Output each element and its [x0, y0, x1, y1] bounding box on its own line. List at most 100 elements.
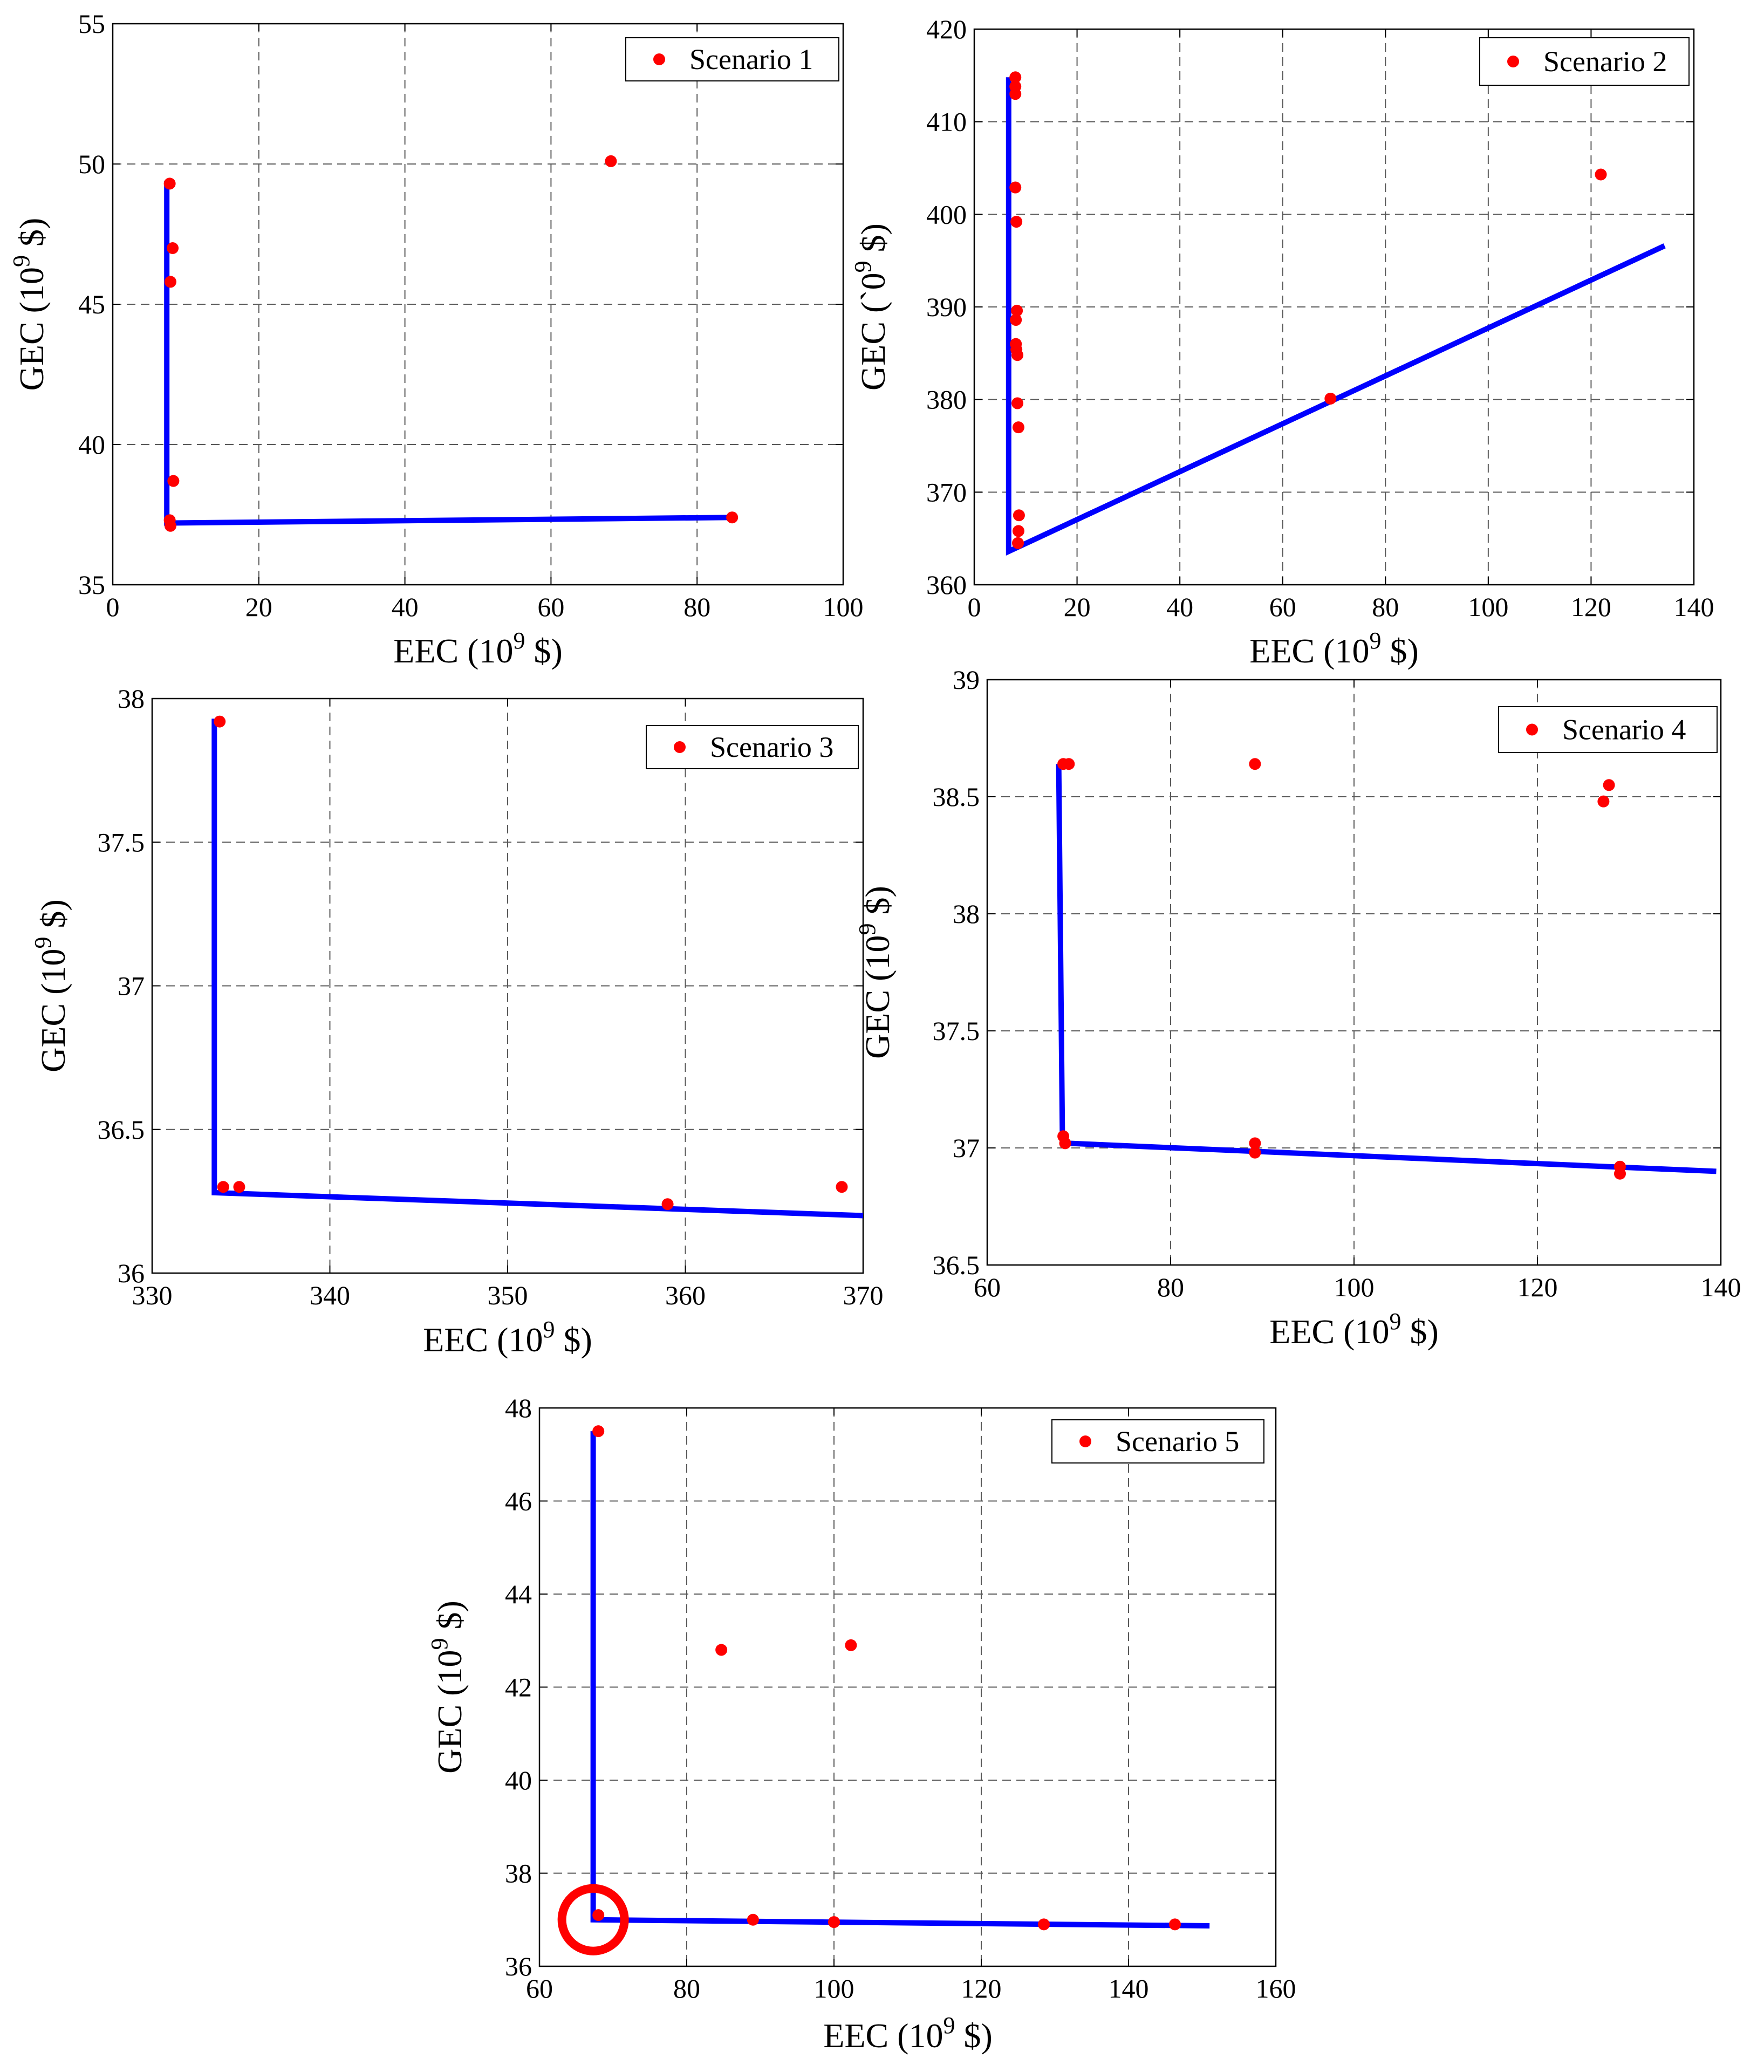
y-tick-label: 37.5	[98, 827, 145, 857]
x-tick-label: 350	[488, 1280, 528, 1310]
data-point	[715, 1644, 728, 1656]
data-point	[1013, 509, 1025, 522]
y-tick-label: 48	[505, 1393, 532, 1423]
y-axis-label-exponent: 9	[850, 261, 876, 272]
y-axis-label-base: GEC (10	[858, 935, 897, 1059]
x-tick-label: 80	[683, 592, 710, 622]
x-axis-label-base: EEC (10	[823, 2016, 943, 2055]
data-point	[1038, 1918, 1050, 1931]
data-point	[1168, 1918, 1181, 1931]
x-tick-label: 0	[968, 592, 981, 622]
data-point	[217, 1181, 229, 1193]
y-tick-label: 37	[118, 971, 145, 1001]
x-axis-label-base: EEC (10	[1269, 1312, 1389, 1351]
data-point	[1063, 758, 1075, 770]
data-point	[726, 511, 739, 524]
y-tick-label: 370	[926, 477, 967, 507]
data-point	[1009, 71, 1022, 84]
x-tick-label: 120	[961, 1973, 1002, 2003]
pareto-line	[590, 1431, 1210, 1929]
x-tick-label: 140	[1109, 1973, 1149, 2003]
legend-marker	[1079, 1435, 1091, 1447]
y-axis-label-unit: $)	[430, 1601, 469, 1638]
legend: Scenario 1	[625, 37, 839, 81]
data-point	[1249, 1137, 1261, 1150]
data-point	[1011, 349, 1024, 361]
data-point	[163, 177, 176, 190]
x-tick-label: 120	[1517, 1272, 1558, 1302]
legend-box	[625, 37, 839, 81]
chart-s2: 0 20 40 60 80 100 120 140 360 370 380 390 400 410 420 E…	[850, 14, 1714, 670]
data-point	[167, 242, 179, 254]
x-axis-label-exponent: 9	[943, 2012, 955, 2039]
x-axis-label-base: EEC (10	[423, 1321, 543, 1359]
legend-marker	[1507, 56, 1519, 67]
y-tick-label: 360	[926, 570, 967, 600]
legend-label: Scenario 1	[689, 43, 813, 76]
x-tick-label: 40	[392, 592, 419, 622]
x-axis-label-base: EEC (10	[1249, 632, 1369, 670]
y-tick-label: 40	[78, 429, 105, 460]
x-tick-label: 80	[1157, 1272, 1184, 1302]
x-tick-label: 100	[823, 592, 864, 622]
x-tick-label: 60	[974, 1272, 1001, 1302]
data-point	[233, 1181, 245, 1193]
data-point	[1249, 1146, 1261, 1159]
data-point	[1249, 758, 1261, 770]
y-axis-label-unit: $)	[858, 886, 897, 923]
x-axis-label-unit: $)	[955, 2016, 992, 2055]
data-point	[605, 155, 617, 167]
x-axis-label-unit: $)	[1401, 1312, 1438, 1351]
x-tick-label: 60	[1269, 592, 1296, 622]
y-tick-label: 380	[926, 385, 967, 415]
x-axis-label: EEC (109 $)	[1249, 627, 1419, 670]
data-point	[592, 1425, 605, 1438]
x-tick-label: 100	[1468, 592, 1508, 622]
data-point	[1009, 181, 1022, 194]
y-axis-label-unit: $)	[854, 223, 892, 261]
x-axis-label-unit: $)	[1381, 632, 1418, 670]
x-axis-label-exponent: 9	[1369, 627, 1381, 654]
y-tick-label: 45	[78, 289, 105, 319]
x-axis-label-base: EEC (10	[393, 632, 513, 670]
x-tick-label: 40	[1166, 592, 1193, 622]
y-axis-label-base: GEC (10	[34, 949, 72, 1072]
y-axis-label-base: GEC (10	[12, 267, 51, 391]
data-point	[836, 1181, 848, 1193]
y-axis-label-unit: $)	[34, 899, 72, 936]
y-tick-label: 38	[118, 683, 145, 714]
data-point	[1009, 88, 1022, 100]
x-tick-label: 60	[537, 592, 564, 622]
y-tick-label: 36.5	[933, 1250, 980, 1280]
x-tick-label: 360	[665, 1280, 706, 1310]
y-axis-label-exponent: 9	[30, 937, 56, 949]
y-tick-label: 40	[505, 1765, 532, 1795]
y-tick-label: 38	[953, 899, 980, 929]
y-axis-label-base: GEC (10	[430, 1650, 469, 1774]
y-axis-label-exponent: 9	[8, 255, 35, 267]
x-tick-label: 100	[1334, 1272, 1375, 1302]
y-tick-label: 39	[953, 665, 980, 695]
y-axis-label: GEC (`09 $)	[850, 223, 892, 391]
y-tick-label: 35	[78, 570, 105, 600]
pareto-line	[1006, 77, 1666, 556]
data-point	[1010, 216, 1023, 228]
x-axis-label: EEC (109 $)	[393, 627, 563, 670]
legend-label: Scenario 2	[1543, 45, 1667, 78]
x-tick-label: 20	[245, 592, 272, 622]
data-point	[592, 1909, 605, 1921]
y-tick-label: 390	[926, 292, 967, 322]
y-tick-label: 37.5	[933, 1016, 980, 1046]
legend: Scenario 2	[1479, 37, 1690, 86]
x-axis-label-exponent: 9	[1389, 1308, 1401, 1335]
data-point	[167, 475, 180, 487]
y-tick-label: 50	[78, 149, 105, 179]
x-axis-label: EEC (109 $)	[423, 1316, 592, 1359]
data-point	[1012, 525, 1024, 537]
data-point	[828, 1916, 840, 1929]
x-tick-label: 0	[106, 592, 120, 622]
legend: Scenario 4	[1498, 706, 1718, 753]
x-tick-label: 140	[1674, 592, 1714, 622]
data-point	[1614, 1167, 1626, 1180]
